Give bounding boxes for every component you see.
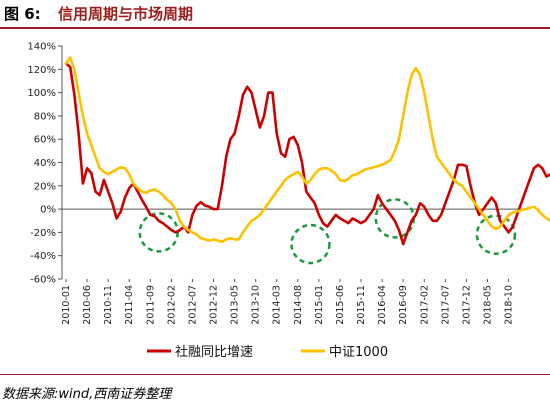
x-tick-label: 2012-02 [166,285,177,325]
plot-area: 140% 120% 100% 80% 60% 40% 20% 0% -20% -40% -60% 20… [27,42,550,360]
x-tick-label: 2014-08 [293,285,304,325]
chart-title: 信用周期与市场周期 [58,5,194,23]
x-tick-label: 2015-06 [335,285,346,325]
y-tick-label: 120% [27,65,56,76]
x-tick-label: 2010-06 [82,285,93,325]
x-tick-label: 2012-12 [209,285,220,325]
x-tick-label: 2015-01 [314,285,325,325]
y-tick-label: -60% [30,275,56,286]
footer-rule [0,374,550,375]
y-tick-label: -40% [30,251,56,262]
highlight-circle [475,214,517,255]
highlight-circle [290,223,331,265]
series-line-2 [64,56,550,243]
x-tick-label: 2016-04 [377,285,388,325]
x-tick-label: 2018-10 [504,285,515,325]
y-tick-label: 100% [27,88,56,99]
x-tick-label: 2012-07 [187,285,198,325]
figure-label: 图 6: [4,5,41,23]
legend-label-series-1: 社融同比增速 [175,344,253,360]
x-tick-label: 2013-05 [230,285,241,325]
series-line-1 [64,62,550,246]
x-tick-label: 2017-02 [419,285,430,325]
line-chart: 140% 120% 100% 80% 60% 40% 20% 0% -20% -40% -60% 20… [27,42,550,360]
x-tick-label: 2017-07 [440,285,451,325]
y-tick-label: 140% [27,42,56,53]
x-tick-label: 2017-12 [461,285,472,325]
legend: 社融同比增速 中证1000 [147,344,388,360]
x-tick-label: 2011-09 [145,285,156,325]
y-tick-label: 60% [34,135,56,146]
x-tick-label: 2015-11 [356,285,367,325]
x-tick-label: 2011-04 [124,285,135,325]
figure-title: 图 6: 信用周期与市场周期 [0,0,550,29]
y-tick-label: 20% [34,181,56,192]
x-tick-label: 2010-01 [61,285,72,325]
x-tick-label: 2018-05 [482,285,493,325]
y-tick-label: 0% [40,205,56,216]
y-tick-label: 40% [34,158,56,169]
x-tick-label: 2014-03 [272,285,283,325]
y-tick-label: 80% [34,111,56,122]
x-tick-label: 2013-10 [251,285,262,325]
x-tick-label: 2016-09 [398,285,409,325]
x-tick-label: 2010-11 [103,285,114,325]
legend-label-series-2: 中证1000 [329,345,388,360]
title-underline [0,27,550,29]
data-source-note: 数据来源:wind,西南证券整理 [2,387,172,402]
y-tick-label: -20% [30,228,56,239]
